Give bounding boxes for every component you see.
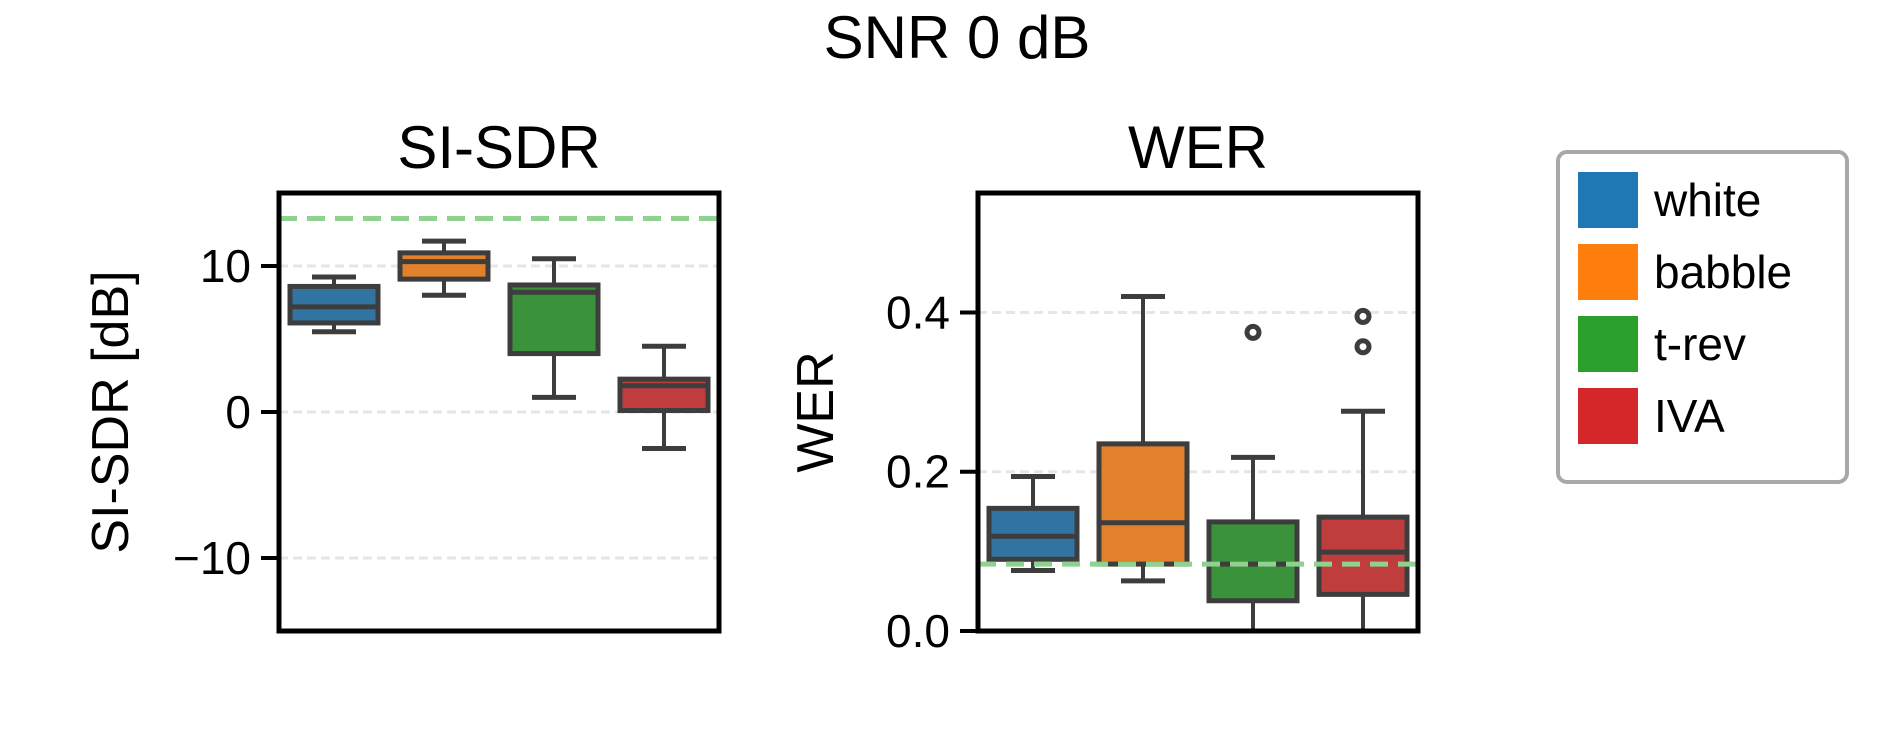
subplot-si-sdr: 10 0 −10 SI-SDR SI-SDR [dB]	[82, 114, 722, 634]
legend-item-white: white	[1578, 172, 1761, 228]
box-babble	[1096, 294, 1190, 584]
y-tick-label: 10	[200, 240, 251, 292]
subplot-wer: 0.4 0.2 0.0 WER WER	[787, 114, 1421, 657]
box-IVA	[1316, 307, 1410, 634]
legend-item-babble: babble	[1578, 244, 1792, 300]
legend-swatch	[1578, 316, 1638, 372]
y-axis-label: WER	[787, 351, 845, 472]
legend-label: white	[1653, 174, 1761, 226]
box-iqr	[507, 282, 601, 357]
figure-title: SNR 0 dB	[824, 4, 1091, 71]
y-axis-label: SI-SDR [dB]	[82, 270, 140, 553]
legend-swatch	[1578, 172, 1638, 228]
y-tick-label: 0	[225, 386, 251, 438]
legend-swatch	[1578, 244, 1638, 300]
box-t-rev	[1206, 323, 1300, 634]
legend-swatch	[1578, 388, 1638, 444]
legend-item-t-rev: t-rev	[1578, 316, 1746, 372]
y-tick-label: 0.2	[886, 446, 950, 498]
legend-label: IVA	[1654, 390, 1725, 442]
box-t-rev	[507, 256, 601, 400]
box-white	[287, 274, 381, 335]
box-iqr	[397, 250, 491, 282]
subplot-title: WER	[1128, 114, 1268, 181]
legend-label: babble	[1654, 246, 1792, 298]
box-iqr	[1316, 514, 1410, 597]
box-iqr	[1206, 519, 1300, 604]
box-babble	[397, 238, 491, 298]
y-tick-label: −10	[173, 532, 251, 584]
axes-frame	[975, 190, 1421, 634]
box-iqr	[1096, 441, 1190, 567]
outlier-point	[1354, 307, 1372, 325]
legend-label: t-rev	[1654, 318, 1746, 370]
y-tick-label: 0.4	[886, 286, 950, 338]
box-white	[986, 474, 1080, 573]
axes-frame	[276, 190, 722, 634]
legend-item-IVA: IVA	[1578, 388, 1725, 444]
outlier-point	[1244, 323, 1262, 341]
legend: white babble t-rev IVA	[1556, 150, 1849, 484]
y-tick-label: 0.0	[886, 605, 950, 657]
subplot-title: SI-SDR	[397, 114, 600, 181]
outlier-point	[1354, 338, 1372, 356]
box-IVA	[617, 343, 711, 451]
